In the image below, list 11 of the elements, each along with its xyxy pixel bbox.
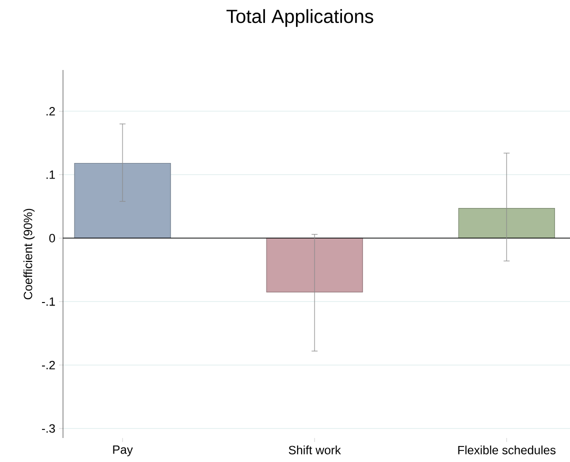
x-tick-label: Pay — [113, 446, 133, 456]
y-axis-title: Coefficient (90%) — [23, 208, 35, 300]
y-tick-label: -.2 — [42, 360, 55, 370]
chart-title: Total Applications — [226, 9, 374, 27]
y-tick-label: -.1 — [42, 297, 55, 306]
y-tick-label: .1 — [46, 170, 55, 179]
y-tick-label: .2 — [46, 107, 55, 116]
y-tick-label: -.3 — [42, 424, 55, 433]
x-tick-label: Flexible schedules — [458, 446, 556, 454]
y-tick-label: 0 — [49, 234, 56, 242]
x-tick-label: Shift work — [288, 446, 341, 454]
